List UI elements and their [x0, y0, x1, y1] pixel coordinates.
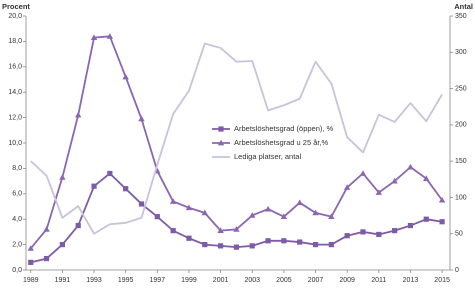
marker [59, 242, 65, 248]
marker [122, 73, 129, 80]
marker [75, 111, 82, 118]
marker [407, 222, 414, 229]
marker [423, 175, 430, 181]
y-tick-label: 2,0 [12, 241, 22, 248]
marker [201, 209, 208, 216]
marker [138, 115, 145, 122]
marker [280, 213, 288, 220]
marker [185, 204, 193, 211]
series-line [30, 42, 443, 235]
marker [297, 239, 303, 245]
x-tick-label: 2011 [371, 277, 386, 284]
x-tick-label: 2003 [244, 277, 260, 284]
marker [375, 189, 383, 195]
marker [43, 226, 50, 232]
y-tick-label: 6,0 [12, 191, 22, 198]
y-tick-label: 10,0 [8, 140, 22, 147]
marker [296, 199, 303, 206]
x-tick-label: 2015 [434, 277, 450, 284]
marker [217, 139, 225, 146]
marker [154, 214, 160, 220]
marker [312, 209, 319, 216]
y-tick-label: 20,0 [8, 13, 22, 20]
marker [233, 226, 240, 232]
marker [281, 238, 287, 244]
y-tick-label: 14,0 [8, 89, 22, 96]
y-axis-title: Procent [2, 2, 30, 11]
y2-tick-label: 150 [455, 158, 467, 165]
y2-tick-label: 50 [455, 231, 463, 238]
marker [28, 259, 34, 265]
marker [90, 34, 98, 40]
marker [91, 183, 97, 189]
marker [407, 163, 414, 170]
marker [123, 186, 129, 192]
y2-tick-label: 300 [455, 49, 467, 56]
x-tick-label: 1993 [86, 277, 102, 284]
marker [27, 245, 34, 251]
legend-label: Arbetslöshetsgrad u 25 år,% [234, 138, 329, 147]
x-tick-label: 1989 [23, 277, 39, 284]
y2-tick-label: 100 [455, 194, 467, 201]
x-tick-label: 1997 [150, 277, 166, 284]
y-tick-label: 16,0 [8, 64, 22, 71]
marker [439, 219, 445, 225]
marker [423, 216, 429, 222]
x-tick-label: 2001 [213, 277, 229, 284]
marker [438, 196, 446, 203]
marker [186, 235, 192, 241]
marker [265, 238, 271, 244]
x-tick-label: 1995 [118, 277, 134, 284]
x-tick-label: 1991 [55, 277, 71, 284]
x-tick-label: 2009 [339, 277, 355, 284]
y-tick-label: 4,0 [12, 216, 22, 223]
x-tick-label: 2013 [403, 277, 419, 284]
y2-tick-label: 350 [455, 13, 467, 20]
y2-tick-label: 0 [455, 267, 459, 274]
y-tick-label: 18,0 [8, 38, 22, 45]
marker [218, 126, 224, 132]
marker [217, 227, 224, 234]
legend: Arbetslöshetsgrad (öppen), % Arbetslöshet… [212, 124, 334, 161]
marker [233, 244, 240, 250]
marker [360, 229, 366, 235]
x-tick-label: 2005 [276, 277, 292, 284]
marker [43, 255, 50, 262]
y-tick-label: 0,0 [12, 267, 22, 274]
marker [328, 242, 334, 248]
marker [376, 231, 382, 238]
marker [249, 243, 255, 249]
marker [170, 228, 176, 234]
marker [391, 177, 398, 184]
marker [138, 201, 145, 207]
y-tick-label: 8,0 [12, 165, 22, 172]
marker [107, 170, 113, 177]
y2-tick-label: 200 [455, 122, 467, 129]
marker [359, 170, 367, 176]
marker [202, 242, 208, 248]
marker [75, 222, 81, 229]
marker [312, 242, 319, 248]
marker [264, 205, 272, 212]
marker [392, 228, 398, 234]
y2-tick-label: 250 [455, 85, 467, 92]
legend-label: Lediga platser, antal [234, 152, 301, 161]
x-tick-label: 1999 [181, 277, 197, 284]
marker [343, 184, 351, 190]
y2-axis-title: Antal [454, 2, 473, 11]
marker [344, 233, 350, 239]
y-tick-label: 12,0 [8, 114, 22, 121]
x-tick-label: 2007 [308, 277, 324, 284]
marker [328, 213, 335, 220]
marker [217, 243, 224, 249]
marker [59, 174, 66, 180]
marker [106, 33, 114, 39]
marker [249, 212, 256, 218]
marker [169, 198, 177, 204]
legend-label: Arbetslöshetsgrad (öppen), % [234, 124, 334, 133]
